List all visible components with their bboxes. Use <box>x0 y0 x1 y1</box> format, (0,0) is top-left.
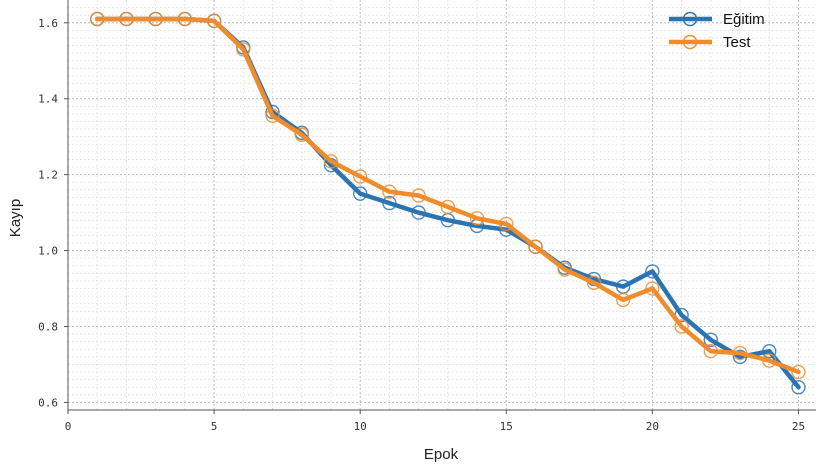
axes <box>67 0 816 411</box>
legend-item: Test <box>669 34 751 51</box>
data-point <box>177 11 193 27</box>
data-point <box>528 239 543 254</box>
series-layer <box>90 11 806 395</box>
data-point <box>645 264 660 279</box>
data-point <box>265 108 280 123</box>
data-point <box>382 195 397 211</box>
data-point <box>352 169 368 184</box>
data-point <box>586 275 602 291</box>
major-grid <box>67 0 816 410</box>
data-point <box>703 332 719 347</box>
data-point <box>352 186 368 201</box>
data-point <box>236 42 251 57</box>
y-tick-label: 1.2 <box>38 169 58 182</box>
data-point <box>732 345 748 361</box>
y-tick-label: 0.8 <box>38 320 58 333</box>
y-axis-label: Kayıp <box>7 199 24 237</box>
data-point <box>791 364 806 380</box>
x-tick-label: 0 <box>65 420 72 433</box>
series-line <box>94 16 801 375</box>
x-tick-label: 10 <box>354 420 367 433</box>
data-point <box>615 292 631 308</box>
data-point <box>557 262 572 277</box>
data-point <box>791 380 806 395</box>
data-point <box>762 353 777 368</box>
x-tick-label: 15 <box>500 420 513 433</box>
data-point <box>440 199 456 215</box>
data-point <box>323 154 339 169</box>
legend: Eğitim Test <box>669 11 765 51</box>
x-tick-label: 25 <box>792 420 805 433</box>
y-tick-label: 0.6 <box>38 396 58 409</box>
data-point <box>294 127 309 142</box>
data-point <box>411 205 426 220</box>
y-tick-label: 1.4 <box>38 93 58 106</box>
legend-marker <box>682 11 698 27</box>
y-tick-label: 1.6 <box>38 17 58 30</box>
data-point <box>90 11 105 27</box>
data-point <box>411 188 426 203</box>
y-tick-label: 1.0 <box>38 245 58 258</box>
tick-labels: 0 5 10 15 20 25 0.6 0.8 1.0 1.2 1.4 1.6 <box>38 17 805 433</box>
legend-label: Test <box>723 34 751 51</box>
data-point <box>499 216 514 232</box>
data-point <box>382 184 397 199</box>
data-point <box>469 211 485 226</box>
data-point <box>206 13 222 29</box>
minor-grid <box>68 0 816 411</box>
data-point <box>148 11 163 27</box>
x-tick-label: 5 <box>211 420 218 433</box>
data-point <box>645 281 660 296</box>
data-point <box>762 343 777 359</box>
x-axis-label: Epok <box>424 446 459 463</box>
series-test <box>90 11 806 380</box>
legend-item: Eğitim <box>669 11 765 28</box>
data-point <box>119 11 134 27</box>
legend-label: Eğitim <box>723 11 765 28</box>
data-point <box>674 319 689 334</box>
x-tick-label: 20 <box>646 420 659 433</box>
legend-marker <box>682 34 698 50</box>
data-point <box>703 343 719 359</box>
